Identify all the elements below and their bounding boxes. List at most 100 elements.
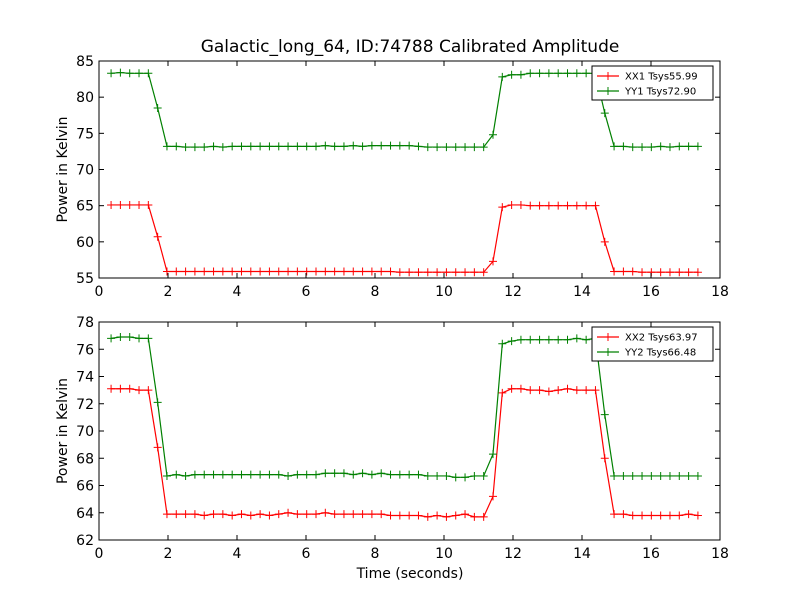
data-point — [209, 470, 218, 479]
data-point — [433, 268, 442, 277]
series-group — [107, 332, 702, 521]
data-point — [423, 471, 432, 480]
data-point — [684, 142, 693, 151]
y-tick-label: 64 — [76, 506, 94, 522]
data-point — [675, 268, 684, 277]
series-line-xx — [111, 388, 699, 518]
data-point — [330, 142, 339, 151]
legend-entry: YY1 Tsys72.90 — [624, 87, 696, 98]
data-point — [684, 510, 693, 519]
legend: XX2 Tsys63.97 YY2 Tsys66.48 — [591, 326, 714, 362]
data-point — [423, 143, 432, 152]
legend-entry: XX1 Tsys55.99 — [625, 72, 698, 83]
data-point — [330, 267, 339, 276]
data-point — [265, 470, 274, 479]
data-point — [181, 267, 190, 276]
legend-entry: XX2 Tsys63.97 — [625, 333, 698, 344]
data-point — [144, 386, 153, 395]
data-point — [572, 69, 581, 78]
data-point — [321, 469, 330, 478]
data-point — [582, 201, 591, 210]
data-point — [610, 471, 619, 480]
data-point — [488, 130, 497, 139]
data-point — [628, 143, 637, 152]
x-tick-label: 2 — [164, 546, 173, 562]
x-tick-label: 8 — [371, 546, 380, 562]
data-point — [526, 386, 535, 395]
data-point — [330, 510, 339, 519]
data-point — [563, 69, 572, 78]
data-point — [218, 470, 227, 479]
data-point — [470, 268, 479, 277]
data-point — [284, 142, 293, 151]
y-tick-label: 68 — [76, 451, 94, 467]
data-point — [246, 142, 255, 151]
data-point — [377, 141, 386, 150]
data-point — [582, 386, 591, 395]
data-point — [442, 471, 451, 480]
data-point — [256, 470, 265, 479]
data-point — [377, 510, 386, 519]
data-point — [665, 143, 674, 152]
data-point — [153, 398, 162, 407]
top-panel: 0 2 4 6 8 10 12 14 16 18 55 60 65 70 75 80 85 Power in Ke… — [55, 54, 729, 300]
y-axis-label: Power in Kelvin — [55, 116, 71, 222]
data-point — [386, 267, 395, 276]
data-point — [582, 335, 591, 344]
data-point — [246, 511, 255, 520]
data-point — [218, 267, 227, 276]
data-point — [209, 267, 218, 276]
data-point — [554, 335, 563, 344]
data-point — [172, 267, 181, 276]
data-point — [358, 469, 367, 478]
data-point — [274, 510, 283, 519]
series-group — [107, 68, 702, 277]
data-point — [414, 142, 423, 151]
data-point — [544, 201, 553, 210]
data-point — [274, 470, 283, 479]
data-point — [507, 70, 516, 79]
series-line-yy — [110, 336, 698, 478]
data-point — [209, 142, 218, 151]
x-tick-label: 12 — [504, 546, 522, 562]
data-point — [656, 268, 665, 277]
data-point — [349, 470, 358, 479]
data-point — [209, 510, 218, 519]
data-point — [162, 267, 171, 276]
data-point — [516, 335, 525, 344]
data-point — [693, 142, 702, 151]
data-point — [563, 335, 572, 344]
legend-box — [591, 326, 714, 362]
data-point — [461, 268, 470, 277]
data-point — [647, 511, 656, 520]
y-tick-label: 65 — [76, 199, 94, 215]
legend-marker — [604, 333, 612, 341]
data-point — [181, 143, 190, 152]
x-tick-label: 8 — [371, 284, 380, 300]
data-point — [414, 470, 423, 479]
legend-marker — [604, 348, 612, 356]
data-point — [321, 267, 330, 276]
data-point — [526, 201, 535, 210]
data-point — [237, 142, 246, 151]
data-point — [554, 69, 563, 78]
data-point — [684, 268, 693, 277]
data-point — [200, 470, 209, 479]
data-point — [284, 508, 293, 517]
y-tick-label: 74 — [76, 370, 94, 386]
data-point — [228, 511, 237, 520]
x-tick-label: 4 — [233, 546, 242, 562]
data-point — [256, 510, 265, 519]
data-point — [302, 470, 311, 479]
data-point — [516, 384, 525, 393]
data-point — [302, 267, 311, 276]
data-point — [293, 510, 302, 519]
data-point — [554, 201, 563, 210]
data-point — [116, 332, 125, 341]
data-point — [526, 335, 535, 344]
data-point — [395, 511, 404, 520]
x-tick-label: 16 — [642, 284, 660, 300]
data-point — [284, 267, 293, 276]
data-point — [377, 267, 386, 276]
